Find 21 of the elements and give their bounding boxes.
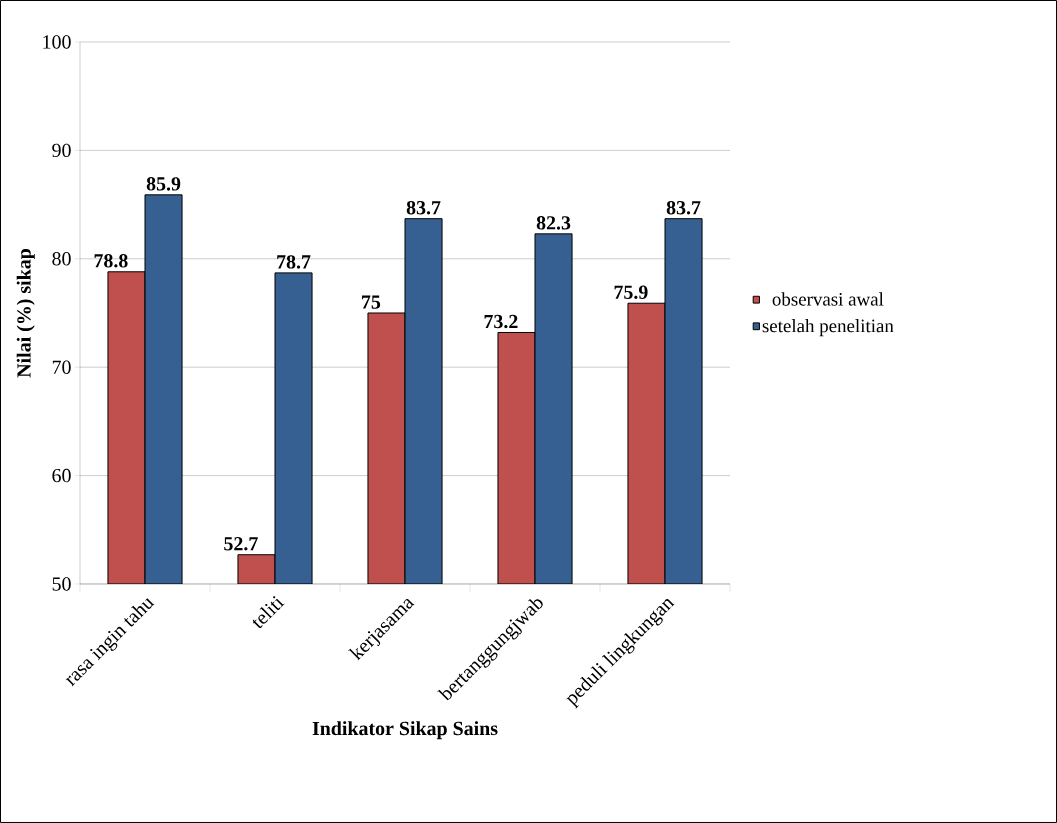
- y-tick-label: 60: [52, 468, 71, 483]
- data-label: 73.2: [484, 314, 518, 329]
- data-label: 75.9: [614, 285, 648, 300]
- data-label: 78.8: [94, 254, 128, 268]
- x-tick-label: teliti: [252, 596, 285, 628]
- data-label: 85.9: [146, 177, 181, 191]
- x-axis-title: Indikator Sikap Sains: [312, 721, 498, 740]
- data-label: 83.7: [406, 200, 441, 215]
- data-label: 75: [362, 295, 381, 309]
- y-tick-label: 80: [52, 252, 71, 266]
- y-tick-label: 100: [43, 35, 71, 49]
- data-label: 82.3: [536, 216, 571, 230]
- data-label: 78.7: [277, 255, 311, 269]
- data-label: 83.7: [666, 200, 701, 215]
- y-tick-label: 70: [52, 360, 71, 374]
- data-label: 52.7: [224, 537, 258, 551]
- legend-label: setelah penelitian: [762, 318, 894, 337]
- y-tick-label: 50: [52, 577, 71, 591]
- y-tick-label: 90: [52, 143, 71, 158]
- y-axis-title: Nilai (%) sikap: [16, 249, 35, 378]
- legend-label: observasi awal: [772, 292, 884, 306]
